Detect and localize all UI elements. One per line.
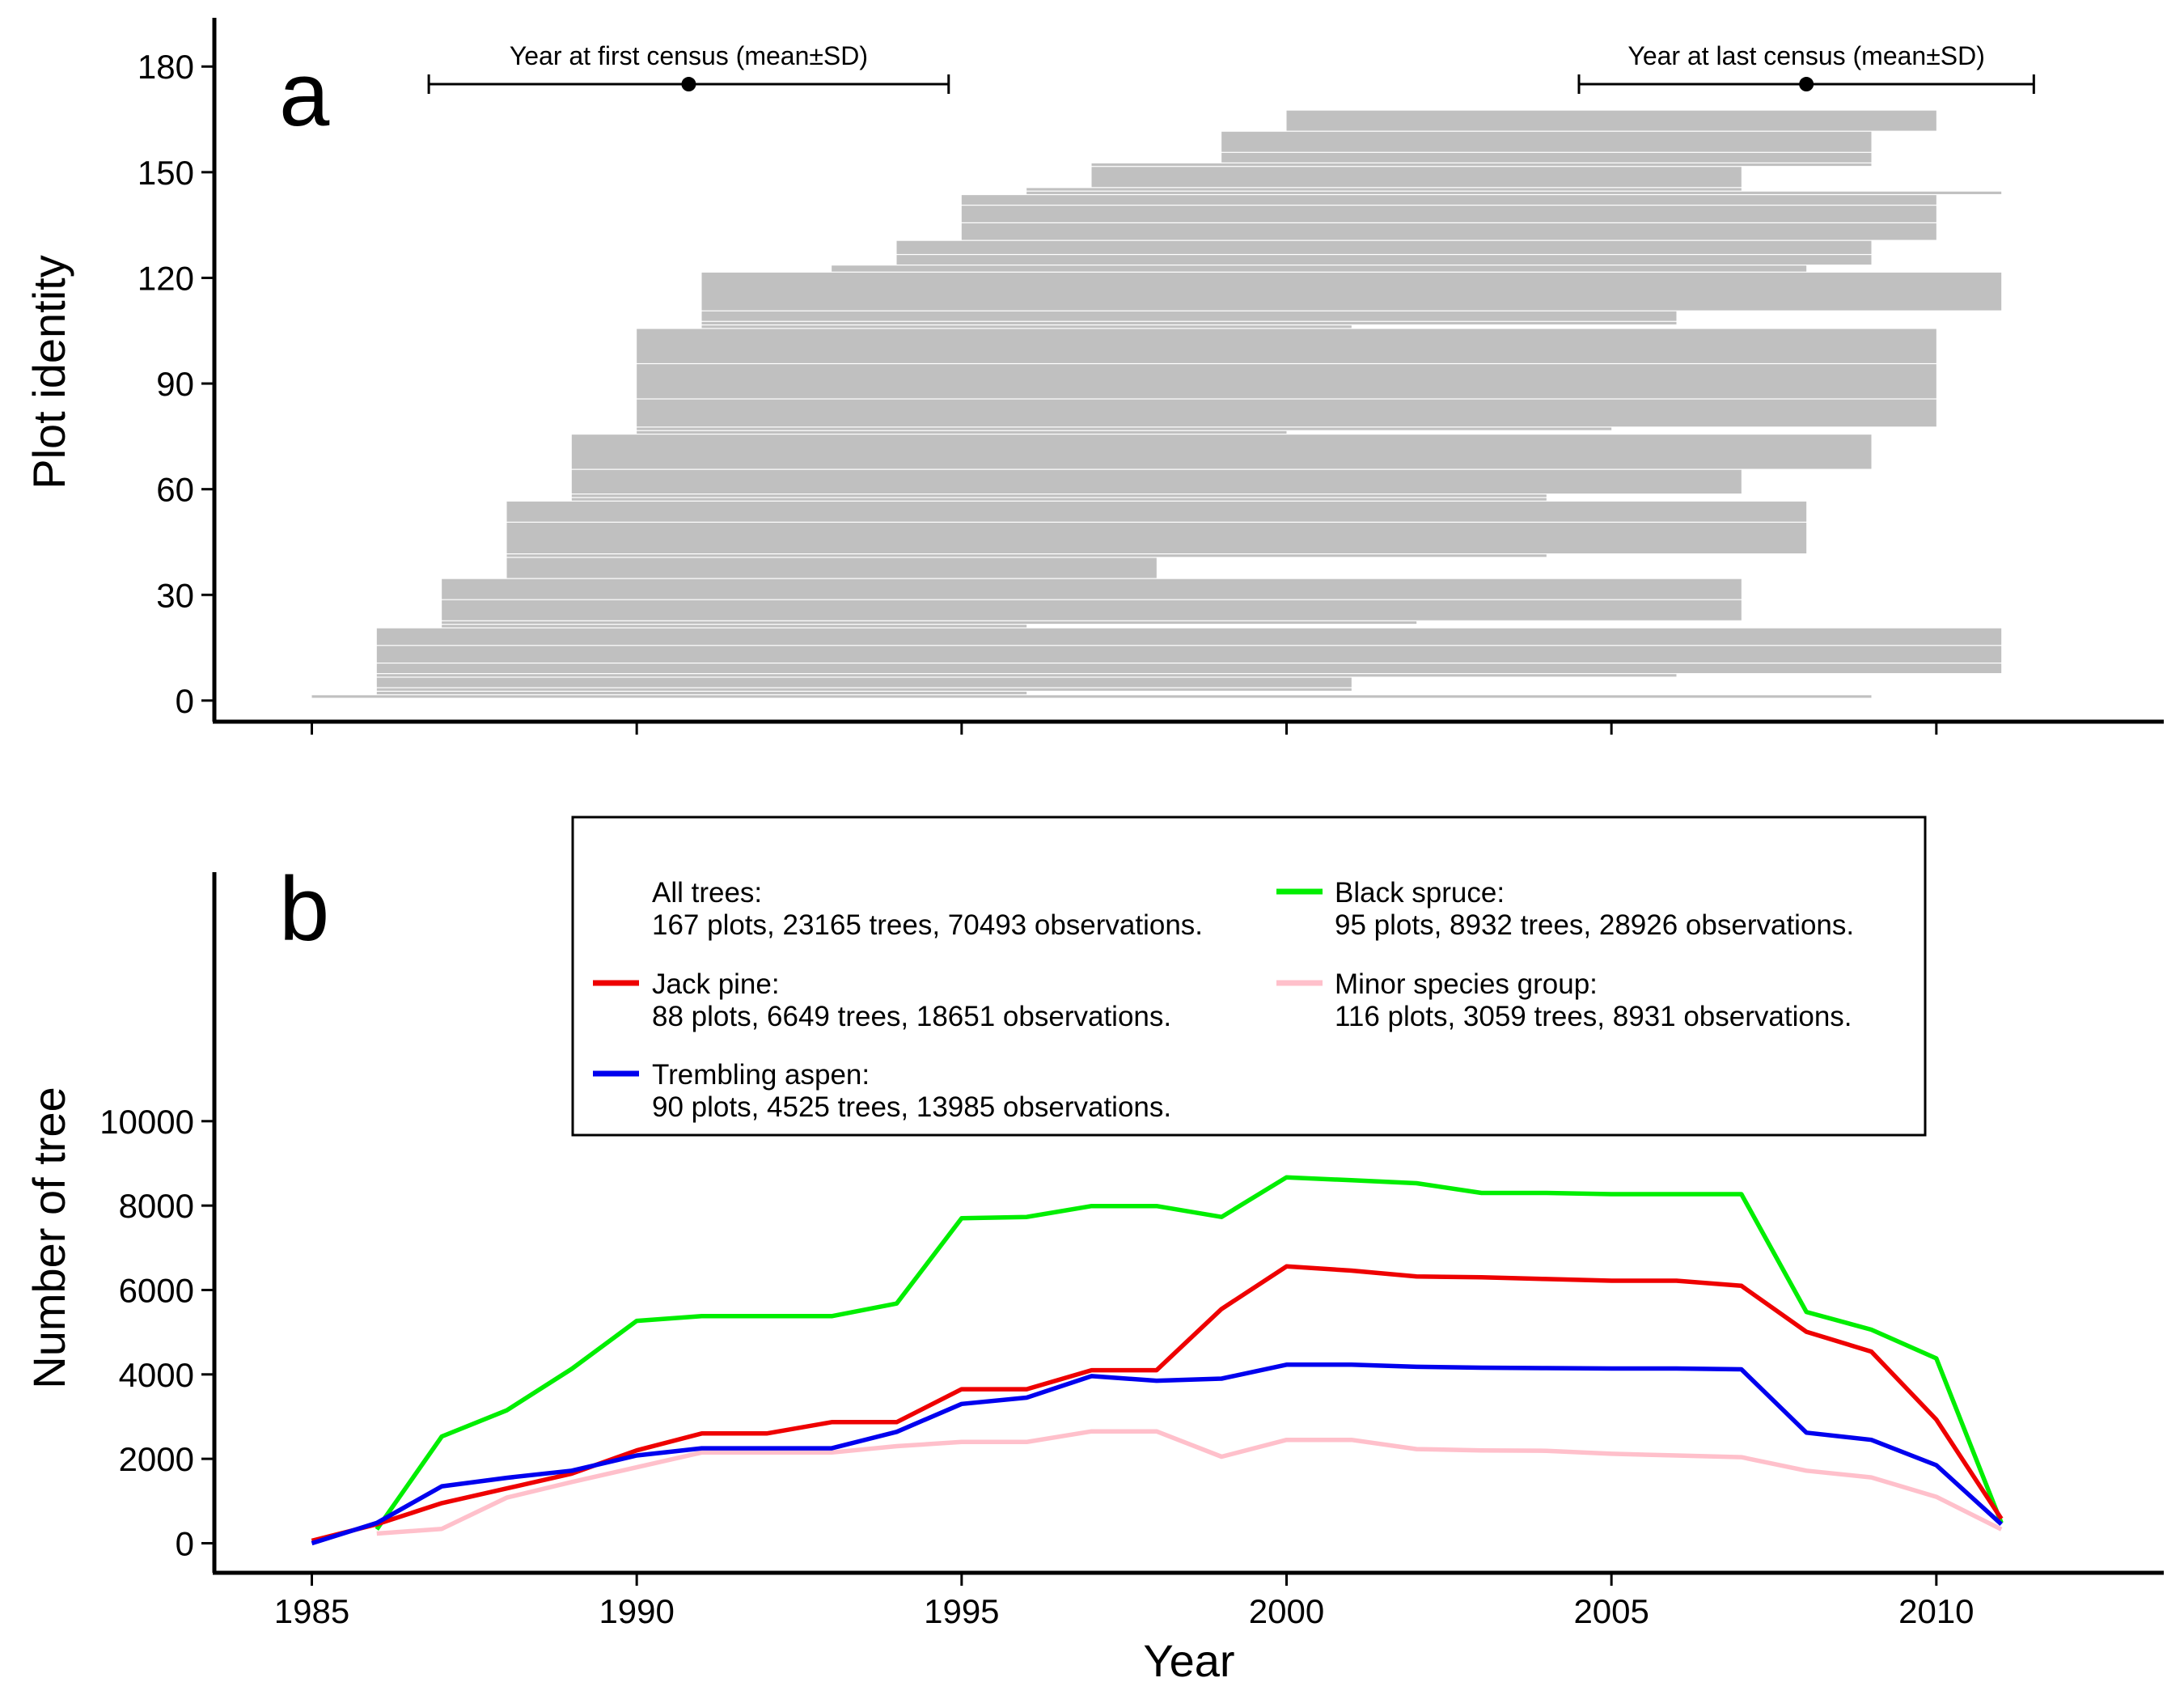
panel-a-y-tick-label: 0 [176, 682, 194, 720]
panel-b-x-tick-label: 1995 [924, 1592, 999, 1630]
panel-b-x-tick-label: 2000 [1249, 1592, 1324, 1630]
legend-item-minor-species: Minor species group: 116 plots, 3059 tre… [1276, 968, 1852, 1032]
legend-item-trembling-aspen: Trembling aspen: 90 plots, 4525 trees, 1… [593, 1059, 1171, 1123]
legend-title-minor-species-group: Minor species group: [1335, 968, 1598, 1000]
plot-bar [701, 325, 1352, 328]
series-line-trembling-aspen [311, 1362, 2004, 1546]
census-annotations: Year at first census (mean±SD) Year at l… [427, 41, 2035, 95]
plot-bar [701, 321, 1677, 325]
plot-bar [311, 695, 1872, 698]
panel-b-y-tick-label: 4000 [119, 1356, 194, 1394]
plot-bar [1091, 167, 1742, 188]
panel-a-axes: 0 30 60 90 120 150 180 [138, 18, 2164, 735]
panel-a-y-tick-label: 90 [156, 365, 194, 403]
plot-bar [1026, 191, 2002, 194]
plot-bar [571, 469, 1742, 494]
series-line-black-spruce [375, 1175, 2004, 1531]
series-lines [311, 1175, 2004, 1546]
panel-a-y-tick-label: 180 [138, 48, 194, 86]
plot-bar [376, 691, 1027, 695]
census-mean-point [1799, 77, 1814, 92]
plot-bar [442, 600, 1742, 621]
plot-bar [571, 498, 1547, 501]
legend-text-trembling-aspen: 90 plots, 4525 trees, 13985 observations… [652, 1091, 1171, 1123]
plot-bar [637, 430, 1287, 434]
panel-b: 0 2000 4000 6000 8000 10000 1985 1990 1995 2000 20… [23, 816, 2164, 1686]
first-census-label: Year at first census (mean±SD) [510, 41, 868, 70]
panel-b-x-tick-label: 1985 [274, 1592, 349, 1630]
plot-bar [506, 523, 1807, 554]
plot-bar [506, 554, 1547, 557]
series-line-minor-species-group [376, 1429, 2003, 1536]
plot-bar [571, 494, 1547, 498]
panel-b-x-tick-label: 2005 [1573, 1592, 1649, 1630]
census-mean-point [681, 77, 696, 92]
plot-bar [637, 399, 1936, 427]
legend-box [571, 816, 1927, 1137]
panel-b-y-tick-label: 8000 [119, 1187, 194, 1225]
plot-bar [1221, 131, 1872, 152]
legend-text-jack-pine: 88 plots, 6649 trees, 18651 observations… [652, 1001, 1171, 1032]
plot-bar [896, 240, 1872, 254]
legend-text-black-spruce: 95 plots, 8932 trees, 28926 observations… [1335, 909, 1854, 941]
legend-item-jack-pine: Jack pine: 88 plots, 6649 trees, 18651 o… [593, 968, 1171, 1032]
plot-bar [506, 557, 1157, 578]
legend: All trees: 167 plots, 23165 trees, 70493… [571, 816, 1927, 1137]
plot-bar [1026, 188, 1742, 191]
plot-bar [442, 578, 1742, 600]
plot-bar [1091, 163, 1872, 167]
plot-bar [701, 272, 2002, 311]
plot-bar [896, 255, 1872, 265]
panel-b-y-tick-label: 6000 [119, 1271, 194, 1309]
legend-title-jack-pine: Jack pine: [652, 968, 780, 1000]
legend-text-minor-species-group: 116 plots, 3059 trees, 8931 observations… [1335, 1001, 1852, 1032]
panel-a-y-tick-label: 60 [156, 471, 194, 509]
panel-b-x-tick-label: 1990 [599, 1592, 674, 1630]
panel-a-label: a [279, 44, 330, 145]
plot-bar [637, 427, 1612, 430]
panel-a-y-tick-label: 120 [138, 259, 194, 297]
plot-bar [442, 625, 1027, 628]
panel-b-x-tick-label: 2010 [1898, 1592, 1974, 1630]
plot-bar [961, 195, 1936, 205]
plot-bars [311, 110, 2002, 698]
plot-bar [832, 265, 1807, 272]
legend-item-all-trees: All trees: 167 plots, 23165 trees, 70493… [652, 877, 1203, 941]
legend-text-all-trees: 167 plots, 23165 trees, 70493 observatio… [652, 909, 1203, 941]
plot-bar [1221, 152, 1872, 163]
x-axis-title: Year [1143, 1635, 1234, 1686]
legend-item-black-spruce: Black spruce: 95 plots, 8932 trees, 2892… [1276, 877, 1854, 941]
panel-b-axes: 0 2000 4000 6000 8000 10000 1985 1990 1995 2000 20… [99, 872, 2164, 1630]
plot-bar [376, 674, 1677, 677]
plot-bar [376, 663, 2002, 674]
plot-bar [506, 501, 1807, 522]
panel-a-y-tick-label: 30 [156, 576, 194, 614]
panel-a: Year at first census (mean±SD) Year at l… [23, 18, 2164, 735]
panel-b-y-tick-label: 2000 [119, 1440, 194, 1478]
plot-bar [637, 328, 1936, 363]
plot-bar [961, 222, 1936, 240]
legend-title-black-spruce: Black spruce: [1335, 877, 1505, 909]
plot-bar [637, 364, 1936, 399]
plot-bar [376, 646, 2002, 663]
panel-a-y-axis-title: Plot identity [23, 255, 74, 489]
plot-bar [376, 688, 1352, 691]
legend-title-trembling-aspen: Trembling aspen: [652, 1059, 870, 1091]
plot-bar [571, 434, 1872, 469]
plot-bar [376, 628, 2002, 646]
plot-bar [376, 677, 1352, 688]
plot-bar [1286, 110, 1936, 131]
plot-bar [961, 205, 1936, 222]
last-census-label: Year at last census (mean±SD) [1627, 41, 1984, 70]
plot-bar [701, 311, 1677, 321]
panel-b-y-axis-title: Number of tree [23, 1087, 74, 1389]
panel-b-label: b [279, 858, 329, 960]
panel-b-y-tick-label: 0 [176, 1524, 194, 1562]
panel-b-y-tick-label: 10000 [99, 1103, 194, 1141]
legend-title-all-trees: All trees: [652, 877, 762, 909]
panel-a-y-tick-label: 150 [138, 154, 194, 192]
plot-bar [442, 621, 1417, 625]
